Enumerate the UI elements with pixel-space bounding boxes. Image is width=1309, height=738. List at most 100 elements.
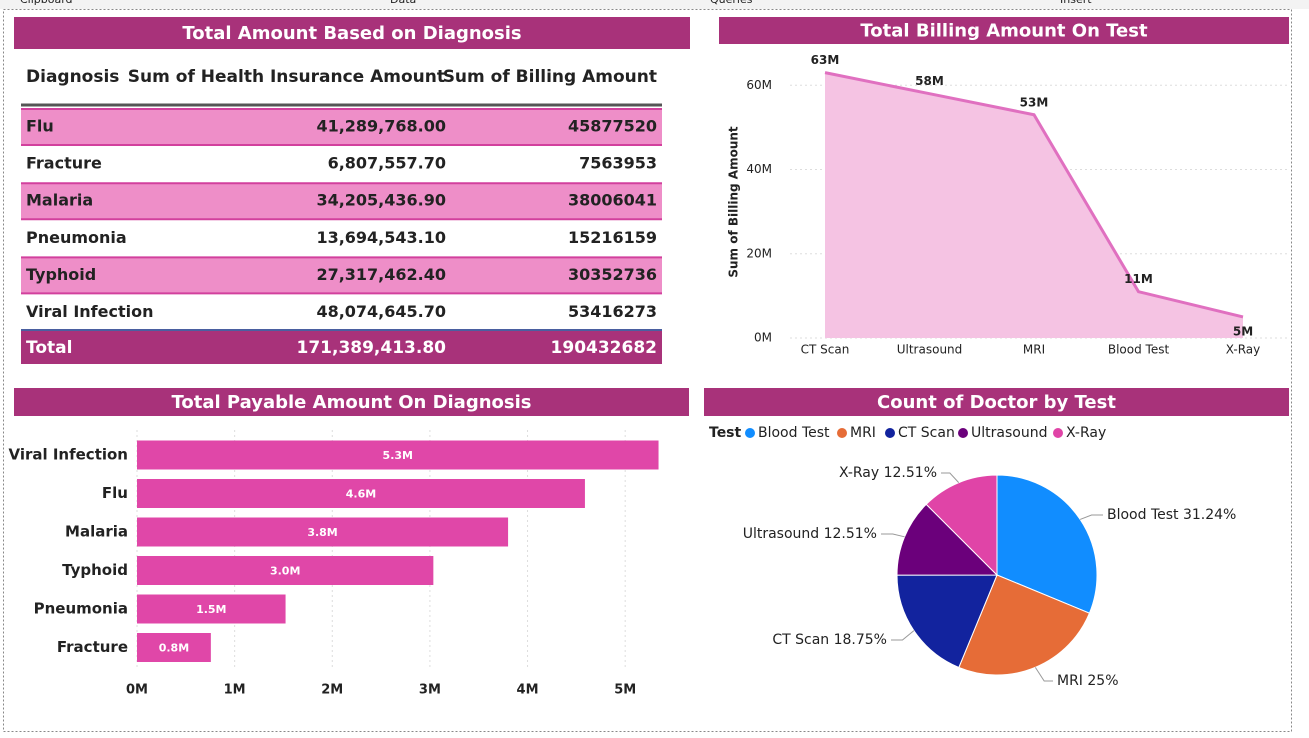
- pie-slice: [958, 574, 1091, 676]
- bar: [137, 517, 509, 547]
- table-cell: Malaria: [26, 191, 93, 210]
- bar: [137, 556, 434, 585]
- table-cell: Fracture: [26, 154, 102, 173]
- data-label: 5.3M: [383, 449, 413, 462]
- pie-slice: [896, 574, 998, 669]
- data-label: 0.8M: [159, 642, 189, 655]
- leader-line: [1034, 667, 1053, 682]
- ribbon-label: Data: [390, 0, 416, 6]
- data-label: 53M: [1020, 95, 1049, 109]
- x-tick-label: X-Ray: [1226, 343, 1260, 357]
- table-cell: 6,807,557.70: [328, 154, 446, 173]
- data-label: X-Ray 12.51%: [839, 465, 937, 481]
- area-fill: [825, 72, 1243, 339]
- column-header: Sum of Health Insurance Amount: [128, 67, 445, 87]
- title-bar: [704, 388, 1289, 416]
- table-cell: 30352736: [568, 265, 657, 284]
- y-tick-label: Viral Infection: [8, 446, 128, 464]
- title-bar: [14, 388, 689, 416]
- data-label: 5M: [1233, 324, 1253, 338]
- leader-line: [941, 472, 960, 483]
- ribbon-label: Queries: [710, 0, 753, 6]
- total-cell: 190432682: [551, 338, 657, 358]
- table-cell: Flu: [26, 117, 54, 136]
- leader-line: [891, 630, 915, 641]
- data-label: CT Scan 18.75%: [772, 632, 887, 648]
- data-label: Ultrasound 12.51%: [743, 526, 877, 542]
- leader-line: [881, 533, 905, 538]
- data-label: 3.0M: [270, 565, 300, 578]
- ribbon-label: Clipboard: [20, 0, 73, 6]
- legend-swatch: [958, 428, 968, 438]
- row-stripe: [21, 109, 662, 145]
- panel-title: Total Payable Amount On Diagnosis: [171, 392, 531, 413]
- y-tick-label: 0M: [754, 331, 772, 345]
- ribbon-strip: [0, 0, 1309, 9]
- table-cell: 53416273: [568, 302, 657, 321]
- data-label: 4.6M: [346, 488, 376, 501]
- table-cell: 38006041: [568, 191, 657, 210]
- legend-label: Blood Test: [758, 425, 830, 441]
- table-cell: Viral Infection: [26, 302, 153, 321]
- y-tick-label: 60M: [746, 78, 772, 92]
- y-tick-label: Pneumonia: [34, 600, 128, 618]
- row-stripe: [21, 257, 662, 294]
- x-tick-label: 3M: [419, 683, 441, 698]
- table-cell: 41,289,768.00: [316, 117, 446, 136]
- y-tick-label: Malaria: [65, 523, 128, 541]
- y-axis-label: Sum of Billing Amount: [727, 126, 741, 278]
- legend-title: Test: [709, 425, 742, 441]
- table-cell: Pneumonia: [26, 228, 127, 247]
- table-cell: 48,074,645.70: [316, 302, 446, 321]
- table-cell: 45877520: [568, 117, 657, 136]
- legend-label: Ultrasound: [971, 425, 1047, 441]
- legend-swatch: [885, 428, 895, 438]
- data-label: 58M: [915, 74, 944, 88]
- legend-swatch: [745, 428, 755, 438]
- column-header: Diagnosis: [26, 67, 119, 87]
- table-cell: 27,317,462.40: [316, 265, 446, 284]
- bar: [137, 594, 286, 624]
- data-label: MRI 25%: [1057, 673, 1119, 689]
- table-cell: Typhoid: [26, 265, 96, 284]
- x-tick-label: CT Scan: [801, 343, 850, 357]
- legend-label: MRI: [850, 425, 876, 441]
- x-tick-label: Ultrasound: [897, 343, 963, 357]
- data-label: Blood Test 31.24%: [1107, 507, 1236, 523]
- total-cell: 171,389,413.80: [297, 338, 447, 358]
- table-cell: 34,205,436.90: [316, 191, 446, 210]
- panel-title: Total Amount Based on Diagnosis: [182, 23, 521, 44]
- column-header: Sum of Billing Amount: [443, 67, 657, 87]
- legend-label: CT Scan: [898, 425, 955, 441]
- data-label: 11M: [1124, 272, 1153, 286]
- table-cell: 7563953: [579, 154, 657, 173]
- total-row: [21, 330, 662, 364]
- data-label: 3.8M: [307, 526, 337, 539]
- y-tick-label: Fracture: [57, 638, 128, 656]
- x-tick-label: 5M: [614, 683, 636, 698]
- bar: [137, 633, 211, 662]
- ribbon-label: Insert: [1060, 0, 1092, 6]
- legend-label: X-Ray: [1066, 425, 1106, 441]
- x-tick-label: 1M: [224, 683, 246, 698]
- y-tick-label: 20M: [746, 246, 772, 260]
- x-tick-label: MRI: [1023, 343, 1045, 357]
- bar: [137, 440, 659, 470]
- canvas-border: [3, 9, 1292, 732]
- area-line: [824, 71, 1244, 319]
- table-cell: 13,694,543.10: [316, 228, 446, 247]
- title-bar: [14, 17, 690, 49]
- table-cell: 15216159: [568, 228, 657, 247]
- x-tick-label: Blood Test: [1108, 343, 1170, 357]
- data-label: 1.5M: [196, 603, 226, 616]
- legend-swatch: [1053, 428, 1063, 438]
- y-tick-label: Typhoid: [62, 561, 128, 579]
- row-stripe: [21, 183, 662, 220]
- leader-line: [1079, 514, 1103, 520]
- panel-title: Total Billing Amount On Test: [860, 21, 1148, 42]
- bar: [137, 479, 585, 508]
- x-tick-label: 2M: [321, 683, 343, 698]
- y-tick-label: Flu: [102, 484, 128, 502]
- title-bar: [719, 17, 1289, 44]
